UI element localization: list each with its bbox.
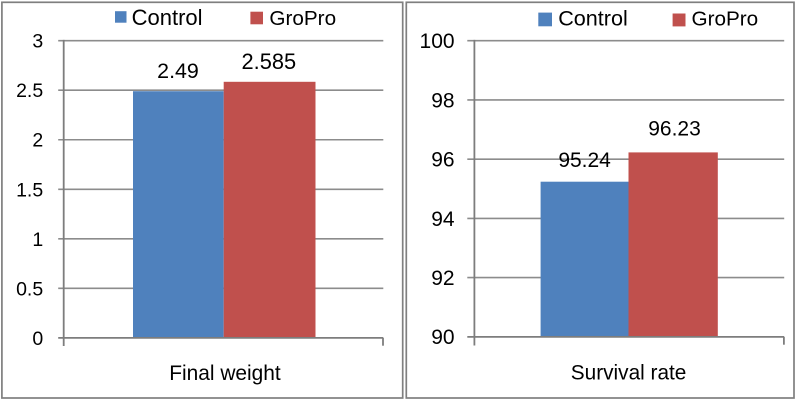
svg-text:GroPro: GroPro [269, 7, 336, 30]
svg-text:Final weight: Final weight [169, 362, 281, 385]
svg-text:Control: Control [558, 6, 628, 31]
svg-text:92: 92 [431, 267, 454, 290]
svg-text:2.5: 2.5 [16, 80, 43, 102]
svg-text:Control: Control [132, 5, 203, 30]
svg-text:98: 98 [431, 89, 454, 112]
svg-text:2.585: 2.585 [242, 49, 297, 74]
svg-text:0.5: 0.5 [16, 278, 43, 300]
svg-text:96.23: 96.23 [648, 118, 701, 141]
svg-text:Survival rate: Survival rate [571, 362, 687, 385]
svg-text:0: 0 [32, 328, 43, 350]
svg-text:96: 96 [431, 149, 454, 172]
svg-text:3: 3 [32, 31, 43, 53]
svg-text:2.49: 2.49 [157, 59, 199, 83]
svg-text:100: 100 [420, 30, 455, 53]
svg-text:1.5: 1.5 [16, 179, 43, 201]
svg-text:90: 90 [431, 326, 454, 349]
svg-text:94: 94 [431, 208, 455, 231]
svg-text:2: 2 [32, 130, 43, 152]
svg-text:95.24: 95.24 [558, 149, 611, 172]
svg-text:GroPro: GroPro [692, 8, 759, 31]
svg-text:1: 1 [32, 229, 43, 251]
